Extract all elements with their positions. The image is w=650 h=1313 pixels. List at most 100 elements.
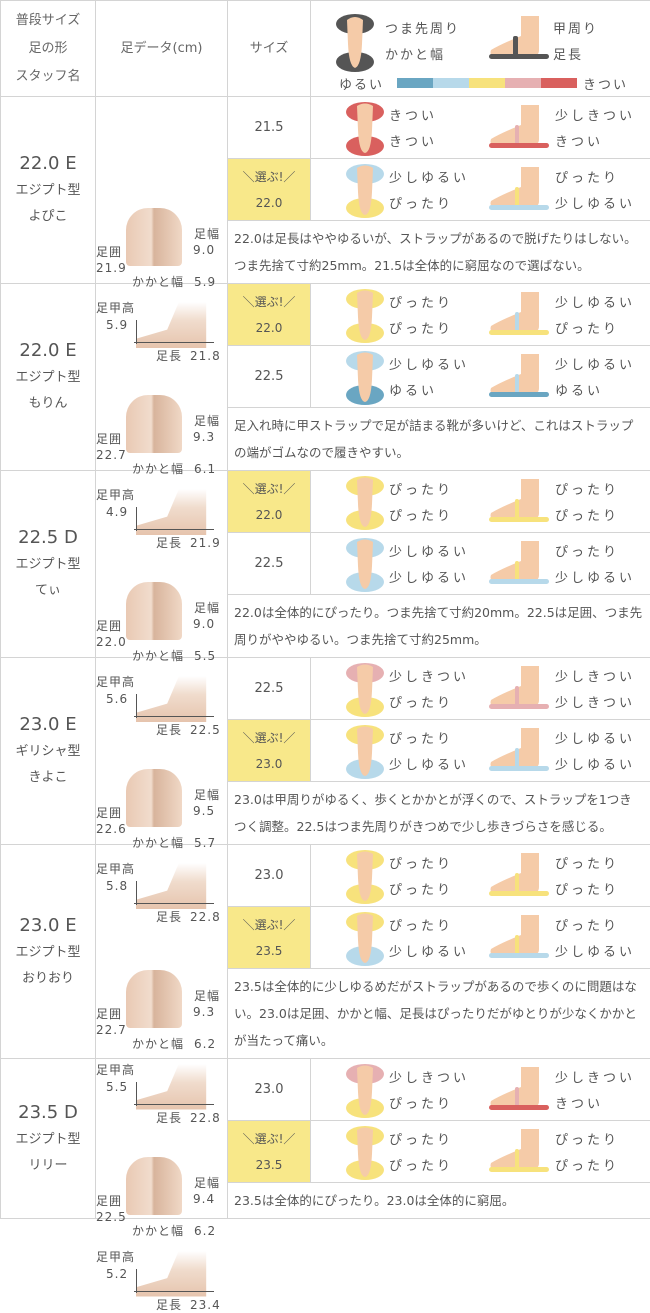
foot-width-label: 足幅 — [194, 787, 220, 803]
staff-name: おりおり — [1, 966, 95, 992]
size-row: 23.0 E ギリシャ型 きよこ 足幅 9.5 足囲 22.6 かかと幅 5.7… — [1, 658, 650, 720]
header-size: サイズ — [228, 1, 311, 97]
foot-data-cell: 足幅 9.0 足囲 21.9 かかと幅 5.9 足甲高 5.9 足長 21.8 — [96, 97, 228, 284]
length-fit: ぴったり — [555, 318, 619, 337]
foot-width-value: 9.0 — [193, 242, 215, 258]
fit-cell: 少しきつい ぴったり 少しきつい きつい — [311, 1059, 650, 1121]
foot-girth-label: 足囲 — [96, 244, 122, 260]
staff-comment: 22.0は足長はややゆるいが、ストラップがあるので脱げたりはしない。つま先捨て寸… — [228, 221, 650, 284]
size-value: 22.0 — [228, 502, 310, 528]
fit-cell: ぴったり ぴったり 少しゆるい ぴったり — [311, 284, 650, 346]
foot-top-icon — [345, 725, 385, 779]
staff-name: よぴこ — [1, 204, 95, 230]
scale-segment-4 — [541, 78, 577, 88]
length-fit: ゆるい — [555, 380, 603, 399]
foot-side-icon — [487, 664, 551, 712]
toe-fit: ぴったり — [389, 479, 453, 498]
size-value: 22.0 — [228, 190, 310, 216]
foot-top-icon — [335, 14, 379, 72]
heel-fit: ぴったり — [389, 193, 453, 212]
instep-fit: 少しきつい — [555, 105, 635, 124]
heel-fit: 少しゆるい — [389, 941, 469, 960]
toe-fit: 少しきつい — [389, 1067, 469, 1086]
foot-width-label: 足幅 — [194, 1175, 220, 1191]
foot-side-icon — [487, 103, 551, 151]
header-usual-size: 普段サイズ — [1, 7, 95, 35]
length-fit: 少しゆるい — [555, 567, 635, 586]
instep-fit: 少しきつい — [555, 1067, 635, 1086]
toe-fit: 少しゆるい — [389, 541, 469, 560]
heel-fit: 少しゆるい — [389, 567, 469, 586]
heel-fit: ぴったり — [389, 879, 453, 898]
foot-girth-label: 足囲 — [96, 805, 122, 821]
toe-fit: 少しゆるい — [389, 354, 469, 373]
staff-name: てぃ — [1, 578, 95, 604]
foot-top-photo — [126, 582, 182, 640]
header-legend: つま先周り かかと幅 甲周り 足長 ゆるい きつい — [311, 1, 650, 97]
size-cell: 23.0 — [228, 845, 311, 907]
size-row: 22.5 D エジプト型 てぃ 足幅 9.0 足囲 22.0 かかと幅 5.5 … — [1, 471, 650, 533]
size-cell: 22.5 — [228, 658, 311, 720]
usual-size: 22.0 E — [1, 150, 95, 178]
toe-fit: ぴったり — [389, 853, 453, 872]
foot-width-label: 足幅 — [194, 226, 220, 242]
foot-side-icon — [487, 539, 551, 587]
staff-cell: 23.0 E エジプト型 おりおり — [1, 845, 96, 1059]
length-fit: ぴったり — [555, 879, 619, 898]
foot-side-icon — [487, 726, 551, 774]
header-row: 普段サイズ 足の形 スタッフ名 足データ(cm) サイズ つま先周り かかと幅 — [1, 1, 650, 97]
toe-fit: 少しゆるい — [389, 167, 469, 186]
chosen-size-cell: ＼選ぶ!／ 23.5 — [228, 1121, 311, 1183]
foot-girth-label: 足囲 — [96, 431, 122, 447]
foot-shape: エジプト型 — [1, 178, 95, 204]
size-value: 22.5 — [255, 369, 284, 384]
foot-top-photo — [126, 769, 182, 827]
legend-toe: つま先周り — [385, 16, 460, 44]
size-value: 22.0 — [228, 315, 310, 341]
size-value: 23.0 — [255, 1082, 284, 1097]
foot-top-icon — [345, 102, 385, 156]
heel-width-label: かかと幅 — [132, 1036, 184, 1052]
size-row: 23.5 D エジプト型 リリー 足幅 9.4 足囲 22.5 かかと幅 6.2… — [1, 1059, 650, 1121]
instep-fit: ぴったり — [555, 915, 619, 934]
length-fit: 少しゆるい — [555, 941, 635, 960]
foot-shape: エジプト型 — [1, 365, 95, 391]
staff-name: もりん — [1, 391, 95, 417]
foot-side-icon — [487, 352, 551, 400]
pick-badge: ＼選ぶ!／ — [228, 1126, 310, 1152]
heel-fit: ゆるい — [389, 380, 437, 399]
legend-length: 足長 — [553, 42, 583, 70]
foot-width-value: 9.4 — [193, 1191, 215, 1207]
fit-cell: ぴったり ぴったり ぴったり ぴったり — [311, 845, 650, 907]
size-row: 22.0 E エジプト型 もりん 足幅 9.3 足囲 22.7 かかと幅 6.1… — [1, 284, 650, 346]
staff-comment: 23.5は全体的にぴったり。23.0は全体的に窮屈。 — [228, 1183, 650, 1219]
foot-side-icon — [487, 165, 551, 213]
size-value: 22.5 — [255, 681, 284, 696]
size-row: 23.0 E エジプト型 おりおり 足幅 9.3 足囲 22.7 かかと幅 6.… — [1, 845, 650, 907]
pick-badge: ＼選ぶ!／ — [228, 289, 310, 315]
fit-cell: 少しゆるい ぴったり ぴったり 少しゆるい — [311, 159, 650, 221]
foot-top-icon — [345, 1126, 385, 1180]
heel-width-label: かかと幅 — [132, 1223, 184, 1239]
foot-width-value: 9.3 — [193, 1004, 215, 1020]
toe-fit: ぴったり — [389, 1129, 453, 1148]
foot-side-icon — [487, 290, 551, 338]
foot-shape: ギリシャ型 — [1, 739, 95, 765]
foot-data-cell: 足幅 9.0 足囲 22.0 かかと幅 5.5 足甲高 5.6 足長 22.5 — [96, 471, 228, 658]
foot-width-label: 足幅 — [194, 600, 220, 616]
scale-segment-0 — [397, 78, 433, 88]
fit-cell: 少しゆるい ゆるい 少しゆるい ゆるい — [311, 346, 650, 408]
size-value: 23.0 — [228, 751, 310, 777]
usual-size: 22.0 E — [1, 337, 95, 365]
toe-fit: ぴったり — [389, 728, 453, 747]
size-cell: 21.5 — [228, 97, 311, 159]
header-foot-shape: 足の形 — [1, 35, 95, 63]
foot-data-cell: 足幅 9.3 足囲 22.7 かかと幅 6.2 足甲高 5.5 足長 22.8 — [96, 845, 228, 1059]
toe-fit: ぴったり — [389, 292, 453, 311]
fit-cell: ぴったり ぴったり ぴったり ぴったり — [311, 1121, 650, 1183]
instep-fit: ぴったり — [555, 541, 619, 560]
heel-fit: きつい — [389, 131, 437, 150]
length-fit: ぴったり — [555, 505, 619, 524]
foot-top-icon — [345, 912, 385, 966]
staff-name: リリー — [1, 1153, 95, 1179]
